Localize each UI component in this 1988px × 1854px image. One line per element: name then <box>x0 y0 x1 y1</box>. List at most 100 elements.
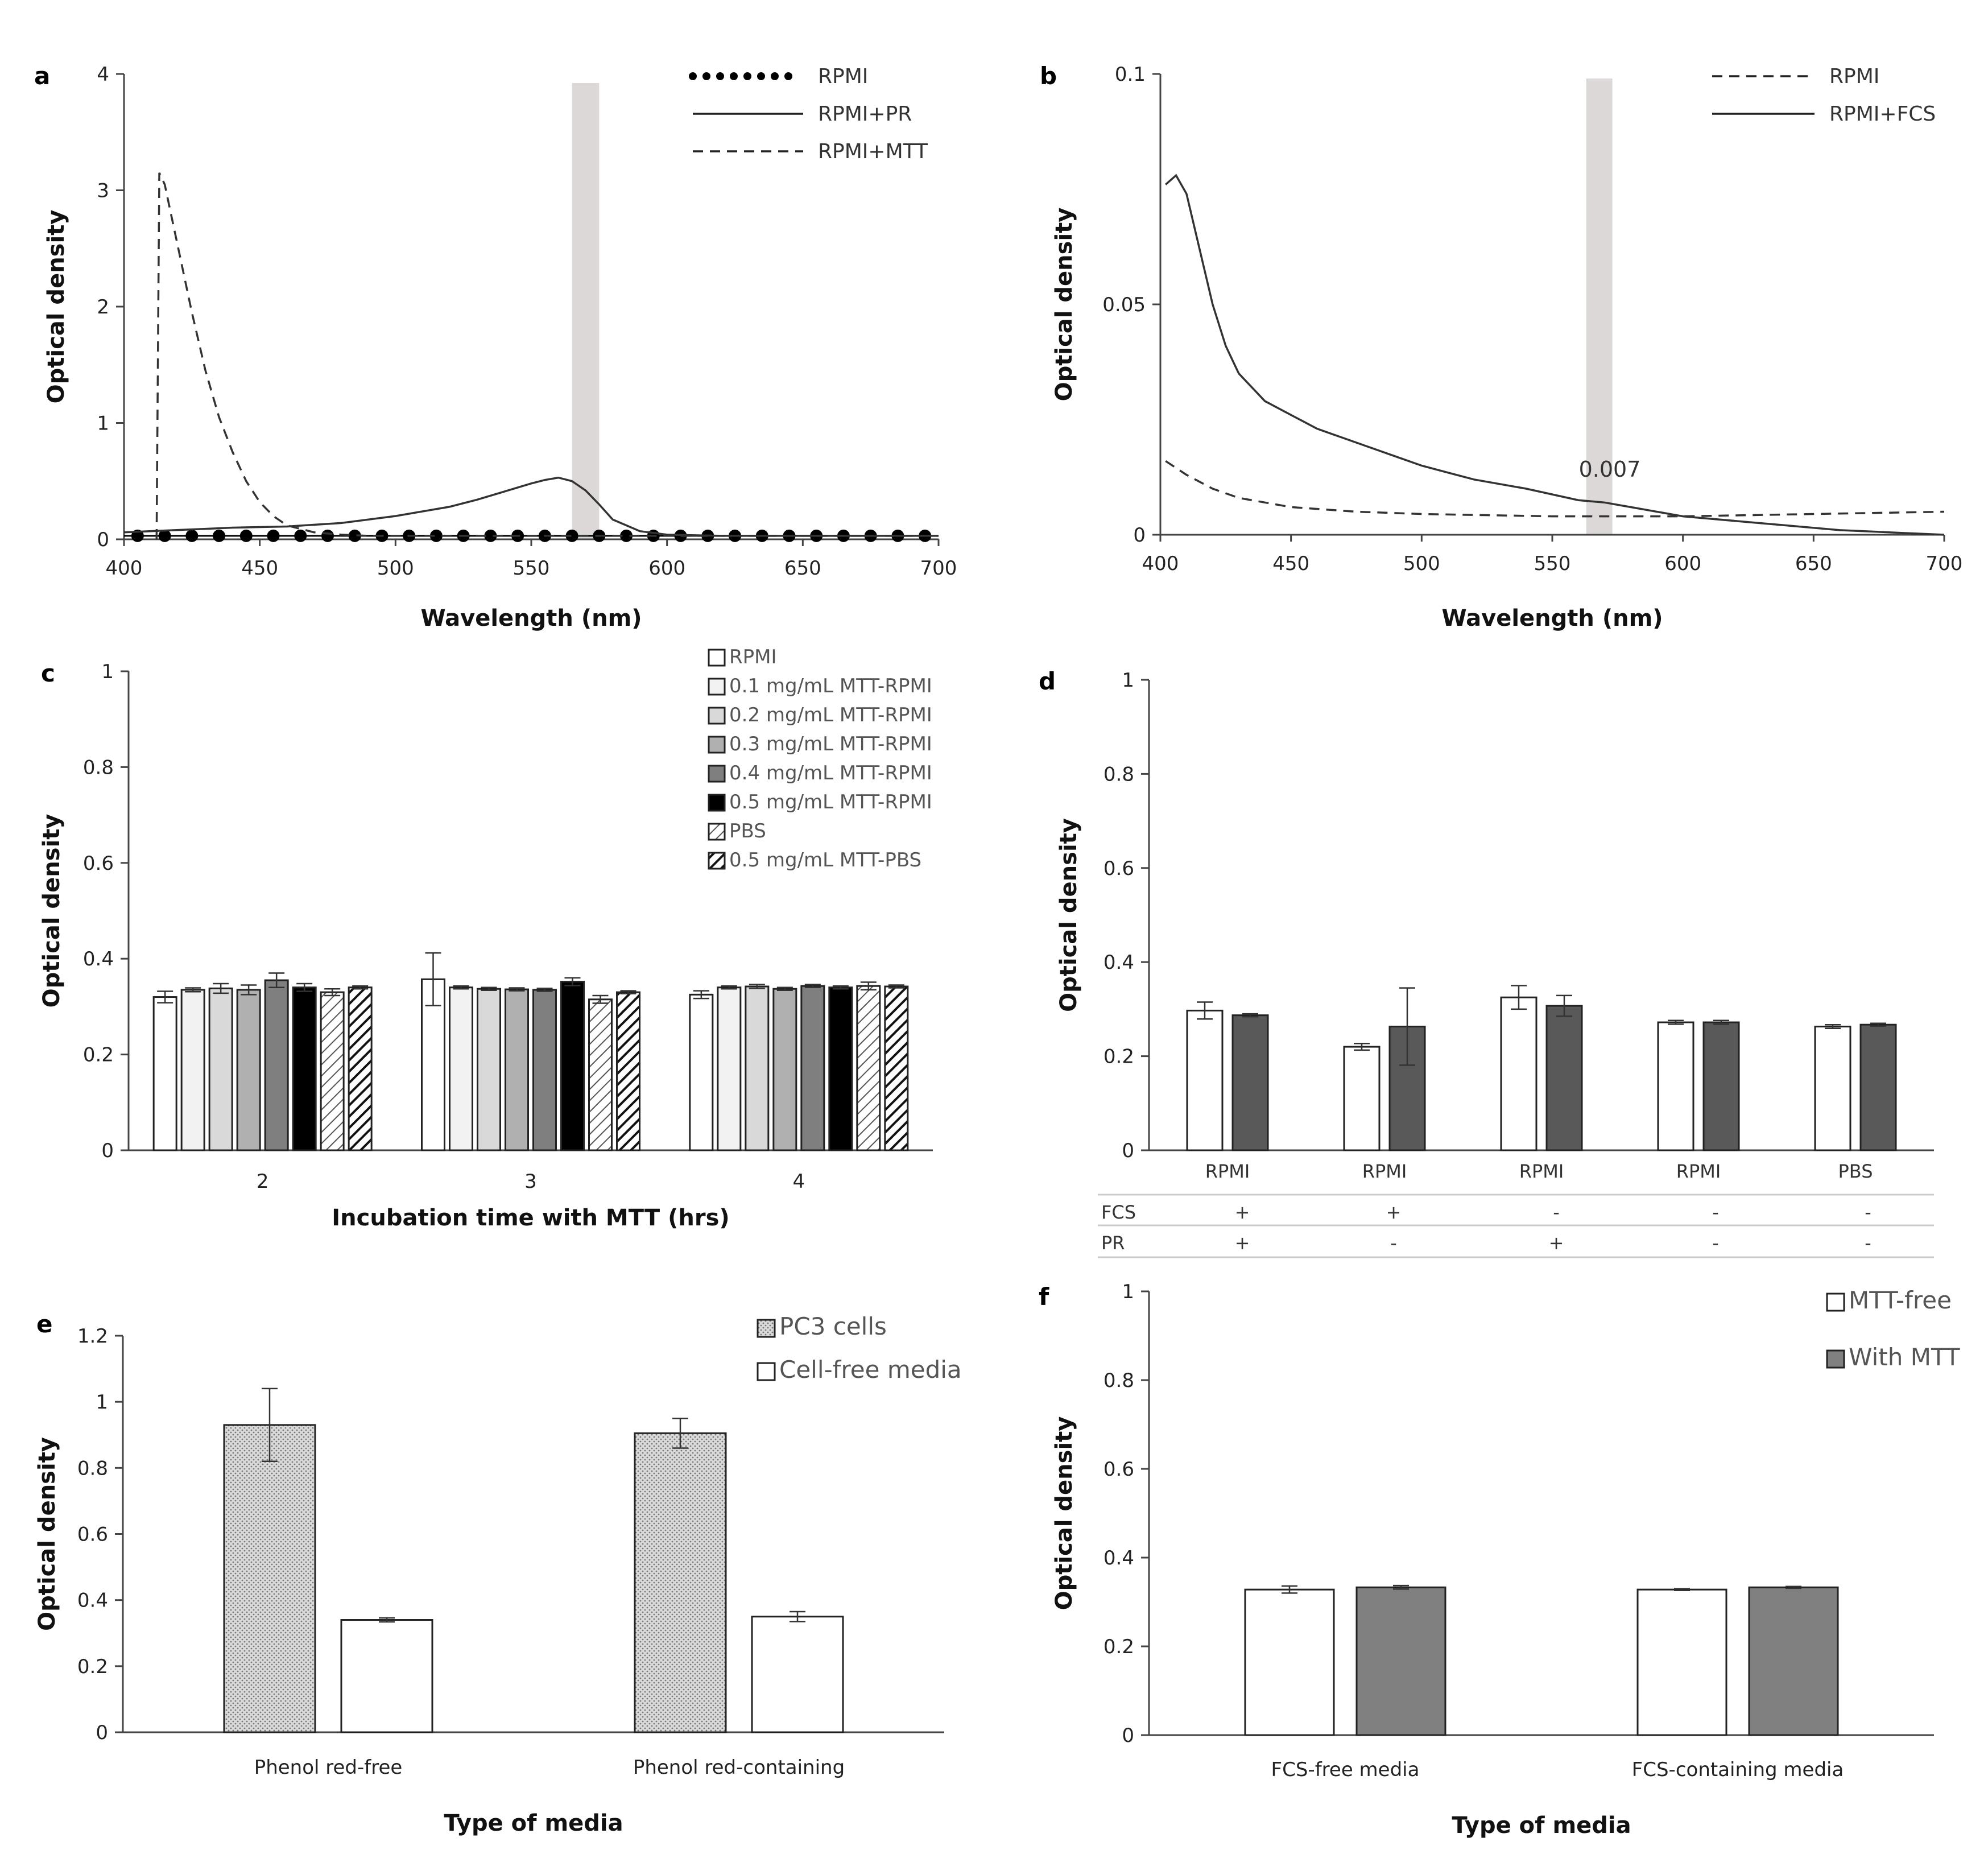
table-cell: - <box>1865 1201 1871 1223</box>
y-tick-label: 0.6 <box>1103 1458 1134 1481</box>
bar-with-mtt <box>1748 1586 1839 1736</box>
y-tick-label: 0 <box>97 528 109 551</box>
highlight-band <box>1586 79 1613 535</box>
legend-swatch-0-5-mg-ml-mtt-rpmi <box>708 794 726 812</box>
legend-swatch-rpmi <box>757 72 765 80</box>
series-point-rpmi <box>484 529 497 542</box>
x-tick-label: 700 <box>920 557 957 580</box>
legend-swatch-0-3-mg-ml-mtt-rpmi <box>708 736 726 754</box>
bar-0-5-mg-ml-mtt-pbs <box>616 991 640 1151</box>
legend-swatch-rpmi <box>730 72 738 80</box>
y-tick-label: 0.6 <box>1103 857 1134 880</box>
legend-swatch-rpmi <box>716 72 724 80</box>
legend-swatch-pbs <box>708 823 726 841</box>
legend-swatch-rpmi <box>784 72 792 80</box>
bar-mtt-free <box>1636 1588 1727 1736</box>
series-point-rpmi <box>294 529 307 542</box>
legend-swatch-rpmi <box>702 72 710 80</box>
y-tick-label: 1 <box>1122 669 1134 692</box>
bar-0-5-mg-ml-mtt-pbs <box>884 985 909 1151</box>
legend-label-with-mtt: With MTT <box>1849 1343 1960 1371</box>
series-point-rpmi <box>620 529 633 542</box>
x-category-label: RPMI <box>1519 1161 1564 1182</box>
panel-label-e: e <box>36 1310 53 1338</box>
legend-label-rpmi-fcs: RPMI+FCS <box>1829 102 1936 126</box>
bar-rpmi <box>689 993 714 1151</box>
y-axis-label: Optical density <box>39 814 65 1008</box>
y-tick-label: 0.1 <box>1115 63 1146 86</box>
bar-0-5-mg-ml-mtt-rpmi <box>828 986 853 1151</box>
y-tick-label: 1 <box>1122 1281 1134 1303</box>
x-category-label: 2 <box>257 1170 269 1193</box>
legend-swatch-0-5-mg-ml-mtt-pbs <box>708 852 726 870</box>
y-tick-label: 0 <box>96 1721 108 1744</box>
x-tick-label: 700 <box>1926 552 1963 575</box>
bar-mtt-free <box>1657 1021 1694 1151</box>
table-row-label: FCS <box>1101 1201 1136 1223</box>
y-tick-label: 4 <box>97 63 109 86</box>
x-tick-label: 650 <box>784 557 821 580</box>
y-tick-label: 0.4 <box>83 948 114 971</box>
x-axis-label: Wavelength (nm) <box>420 605 642 631</box>
annotation-label: 0.007 <box>1579 457 1641 482</box>
bar-0-1-mg-ml-mtt-rpmi <box>449 986 473 1151</box>
y-tick-label: 1 <box>97 412 109 435</box>
bar-with-mtt <box>1231 1014 1269 1151</box>
x-tick-label: 550 <box>513 557 550 580</box>
y-tick-label: 0.6 <box>83 852 114 875</box>
series-point-rpmi <box>267 529 280 542</box>
x-axis-label: Type of media <box>444 1810 623 1836</box>
x-category-label: RPMI <box>1362 1161 1407 1182</box>
x-axis-label: Incubation time with MTT (hrs) <box>332 1205 729 1231</box>
y-axis-label: Optical density <box>34 1437 60 1631</box>
series-point-rpmi <box>565 529 578 542</box>
bar-rpmi <box>152 996 177 1151</box>
series-point-rpmi <box>158 529 171 542</box>
x-category-label: Phenol red-containing <box>633 1756 845 1779</box>
bar-0-5-mg-ml-mtt-pbs <box>348 986 373 1151</box>
table-cell: + <box>1549 1232 1564 1254</box>
y-tick-label: 0.8 <box>1103 763 1134 786</box>
bar-mtt-free <box>1814 1025 1851 1151</box>
y-tick-label: 2 <box>97 296 109 319</box>
bar-with-mtt <box>1859 1023 1897 1151</box>
y-tick-label: 0.8 <box>1103 1369 1134 1392</box>
panel-label-c: c <box>41 659 55 687</box>
legend-label-mtt-free: MTT-free <box>1849 1286 1952 1314</box>
y-tick-label: 0.2 <box>1103 1636 1134 1658</box>
bar-with-mtt <box>1355 1586 1446 1736</box>
bar-0-4-mg-ml-mtt-rpmi <box>800 985 825 1151</box>
y-tick-label: 0.4 <box>1103 1547 1134 1570</box>
bar-pbs <box>588 998 613 1151</box>
legend-label-0-5-mg-ml-mtt-rpmi: 0.5 mg/mL MTT-RPMI <box>729 791 932 814</box>
y-axis-label: Optical density <box>1056 818 1082 1012</box>
table-cell: - <box>1553 1201 1560 1223</box>
bar-pc3-cells <box>634 1432 727 1733</box>
bar-cell-free-media <box>751 1616 844 1733</box>
y-tick-label: 3 <box>97 180 109 203</box>
panel-label-b: b <box>1040 62 1057 90</box>
bar-0-3-mg-ml-mtt-rpmi <box>505 988 529 1151</box>
x-category-label: RPMI <box>1676 1161 1721 1182</box>
bar-0-5-mg-ml-mtt-rpmi <box>292 986 317 1151</box>
bar-pbs <box>856 985 881 1151</box>
legend-swatch-rpmi <box>689 72 697 80</box>
bar-0-1-mg-ml-mtt-rpmi <box>717 986 742 1151</box>
x-category-label: FCS-free media <box>1271 1758 1420 1781</box>
x-category-label: FCS-containing media <box>1632 1758 1844 1781</box>
y-axis-label: Optical density <box>1051 1417 1077 1611</box>
bar-with-mtt <box>1545 1005 1583 1151</box>
legend-label-rpmi-pr: RPMI+PR <box>818 102 912 126</box>
series-point-rpmi <box>185 529 199 542</box>
bar-mtt-free <box>1186 1009 1224 1151</box>
bar-0-4-mg-ml-mtt-rpmi <box>532 989 557 1151</box>
bar-0-5-mg-ml-mtt-rpmi <box>560 981 585 1151</box>
x-category-label: 3 <box>524 1170 537 1193</box>
x-axis-label: Type of media <box>1452 1812 1631 1839</box>
bar-0-2-mg-ml-mtt-rpmi <box>477 988 501 1151</box>
series-point-rpmi <box>429 529 443 542</box>
x-tick-label: 650 <box>1795 552 1832 575</box>
table-cell: + <box>1235 1232 1250 1254</box>
bar-mtt-free <box>1244 1588 1335 1736</box>
legend-swatch-rpmi <box>771 72 779 80</box>
